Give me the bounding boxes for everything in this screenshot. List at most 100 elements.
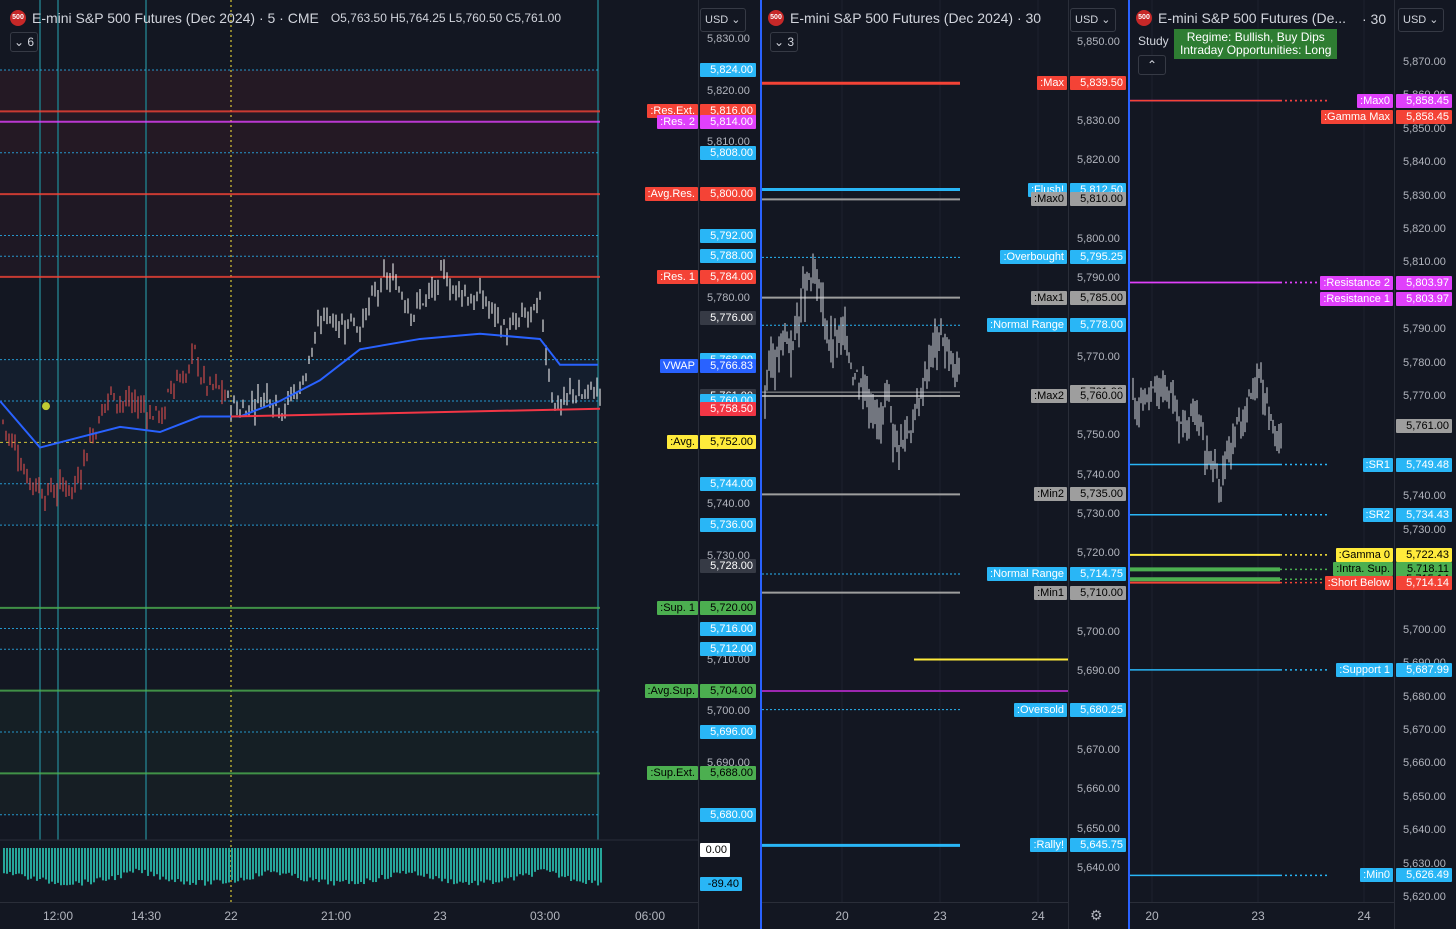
volume-bar <box>234 848 236 883</box>
volume-bar <box>378 848 380 879</box>
level-price-tag: 5,714.75 <box>1070 566 1126 581</box>
symbol-title[interactable]: E-mini S&P 500 Futures (De... <box>1158 10 1347 26</box>
level-price-tag: 5,752.00 <box>700 435 756 450</box>
indicators-toggle-button[interactable]: ⌄ 3 <box>770 32 798 52</box>
volume-bar <box>9 848 11 872</box>
price-tick-label: 5,660.00 <box>1403 757 1446 770</box>
chart-pane-30min-study[interactable]: 500 E-mini S&P 500 Futures (De... · 30 S… <box>1130 0 1456 929</box>
volume-bar <box>33 848 35 877</box>
price-plot-area[interactable] <box>762 0 1068 903</box>
volume-bar <box>546 848 548 871</box>
volume-bar <box>480 848 482 882</box>
price-tick-label: 5,790.00 <box>1403 323 1446 336</box>
volume-bar <box>291 848 293 876</box>
volume-bar <box>297 848 299 879</box>
settings-icon[interactable]: ⚙ <box>1090 907 1103 923</box>
price-tick-label: 5,770.00 <box>1403 390 1446 402</box>
time-tick-label: 20 <box>835 909 849 923</box>
price-tick-label: 5,690.00 <box>1077 665 1120 678</box>
volume-bar <box>441 848 443 882</box>
level-price-tag: 5,814.00 <box>700 114 756 129</box>
indicators-toggle-button[interactable]: ⌄ 6 <box>10 32 38 52</box>
price-tick-label: 5,820.00 <box>1077 154 1120 166</box>
volume-bar <box>375 848 377 883</box>
pane-divider[interactable] <box>760 0 762 929</box>
regime-text: Regime: Bullish, Buy Dips <box>1186 30 1325 44</box>
volume-bar <box>282 848 284 874</box>
volume-bar <box>135 848 137 869</box>
price-tick-label: 5,720.00 <box>1077 547 1120 560</box>
volume-bar <box>171 848 173 880</box>
volume-bar <box>489 848 491 881</box>
level-price-tag: 5,714.14 <box>1396 575 1452 590</box>
level-label-tag: :Resistance 2 <box>1320 275 1393 290</box>
price-tick-label: 5,740.00 <box>1077 468 1120 481</box>
time-axis[interactable]: 20 23 24 <box>762 902 1068 929</box>
symbol-title[interactable]: E-mini S&P 500 Futures (Dec 2024) · 5 · … <box>32 10 319 26</box>
chevron-down-icon: ⌄ <box>1429 14 1439 26</box>
volume-bar <box>474 848 476 881</box>
level-zone <box>0 359 600 484</box>
volume-bar <box>111 848 113 877</box>
volume-bar <box>126 848 128 873</box>
volume-bar <box>96 848 98 879</box>
volume-bar <box>207 848 209 882</box>
volume-bar <box>105 848 107 881</box>
price-tick-label: 5,710.00 <box>707 653 750 666</box>
currency-selector[interactable]: USD ⌄ <box>1070 8 1116 32</box>
price-axis[interactable]: 5,870.005,860.005,850.005,840.005,830.00… <box>1394 0 1456 929</box>
volume-bar <box>405 848 407 874</box>
volume-bar <box>501 848 503 882</box>
volume-bar <box>60 848 62 886</box>
level-price-tag: 5,735.00 <box>1070 487 1126 502</box>
level-label-tag: :Avg.Res. <box>644 187 698 202</box>
time-axis[interactable]: 20 23 24 <box>1130 902 1394 929</box>
volume-bar <box>579 848 581 882</box>
volume-bar <box>570 848 572 882</box>
volume-bar <box>411 848 413 873</box>
price-axis[interactable]: 5,830.00 5,820.00 5,810.00 5,780.00 5,740.00… <box>698 0 760 929</box>
time-axis[interactable]: 12:00 14:30 22 21:00 23 03:00 06:00 <box>0 902 698 929</box>
volume-bar <box>39 848 41 880</box>
symbol-title[interactable]: E-mini S&P 500 Futures (Dec 2024) · 30 <box>790 10 1042 26</box>
level-price-tag: 5,749.48 <box>1396 457 1452 472</box>
volume-bar <box>261 848 263 876</box>
volume-bar <box>384 848 386 880</box>
volume-bar <box>75 848 77 882</box>
currency-selector[interactable]: USD ⌄ <box>1398 8 1444 32</box>
volume-bar <box>507 848 509 879</box>
volume-bar <box>87 848 89 882</box>
time-tick-label: 23 <box>1251 909 1265 923</box>
volume-bar <box>573 848 575 880</box>
volume-bar <box>399 848 401 874</box>
volume-bar <box>432 848 434 880</box>
price-plot-area[interactable] <box>0 0 698 903</box>
price-tick-label: 5,810.00 <box>707 136 750 149</box>
volume-bar <box>147 848 149 876</box>
level-price-tag: 5,810.00 <box>1070 192 1126 207</box>
chart-pane-30min[interactable]: 500 E-mini S&P 500 Futures (Dec 2024) · … <box>762 0 1128 929</box>
volume-bar <box>435 848 437 877</box>
volume-bar <box>519 848 521 875</box>
level-price-tag: 5,728.00 <box>700 559 756 574</box>
chevron-up-icon[interactable]: ⌃ <box>1138 55 1166 75</box>
price-plot-area[interactable] <box>1130 0 1394 903</box>
volume-bar <box>390 848 392 878</box>
volume-bar <box>42 848 44 878</box>
level-price-tag: 5,720.00 <box>700 600 756 615</box>
volume-bar <box>162 848 164 877</box>
currency-selector[interactable]: USD ⌄ <box>700 8 746 32</box>
level-label-tag: :Gamma Max <box>1320 109 1393 124</box>
level-price-tag: 5,760.00 <box>1070 389 1126 403</box>
time-tick-label: 24 <box>1357 909 1371 923</box>
level-price-tag: 5,784.00 <box>700 269 756 284</box>
chart-pane-5min[interactable]: 500 E-mini S&P 500 Futures (Dec 2024) · … <box>0 0 760 929</box>
pane-divider[interactable] <box>1128 0 1130 929</box>
level-label-tag: :Resistance 1 <box>1320 291 1393 306</box>
volume-bar <box>195 848 197 885</box>
price-axis[interactable]: 5,850.00 5,830.00 5,820.00 5,800.00 5,790.00… <box>1068 0 1128 929</box>
currency-label: USD <box>1403 14 1427 26</box>
volume-bar <box>285 848 287 874</box>
level-label-tag: :Max1 <box>1031 290 1067 305</box>
price-tick-label: 5,790.00 <box>1077 272 1120 284</box>
